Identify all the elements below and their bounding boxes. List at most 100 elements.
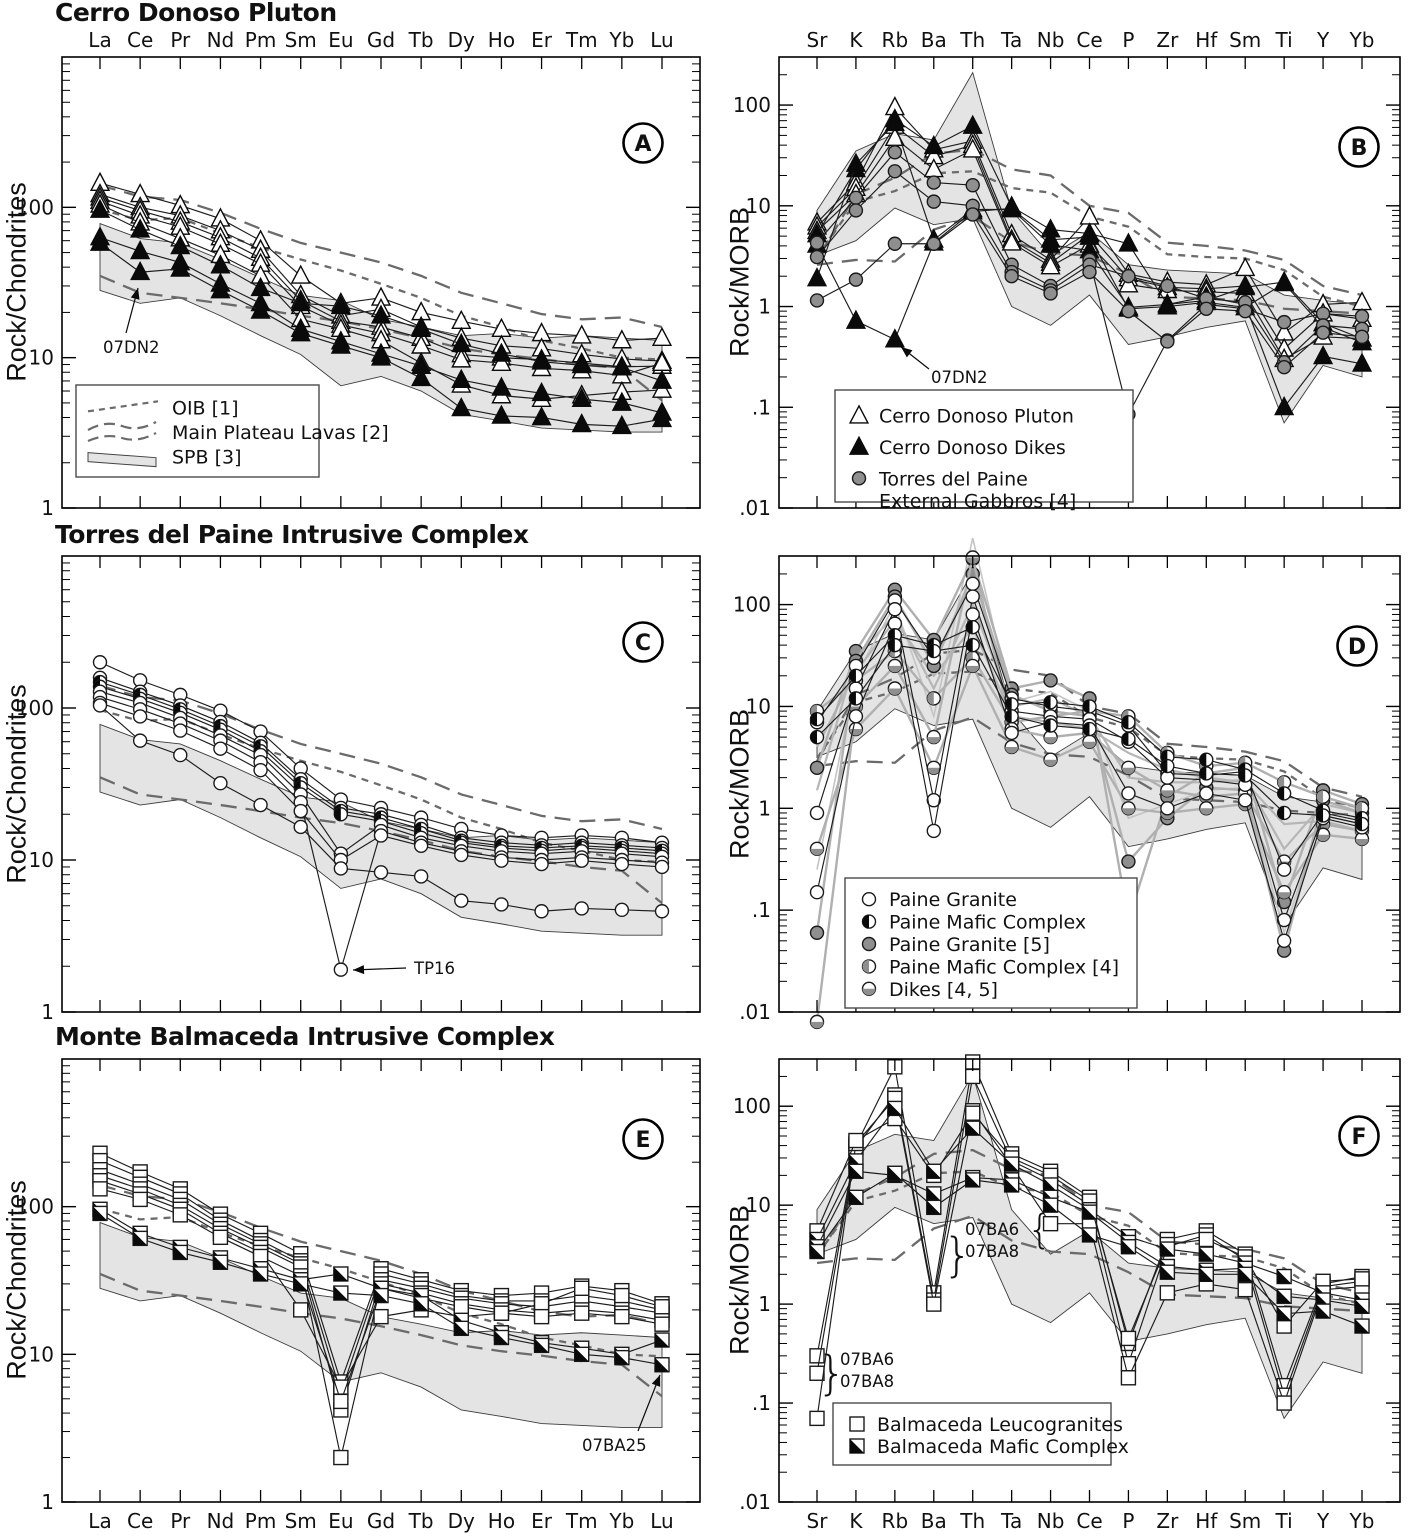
label: A xyxy=(634,132,651,157)
label: Ba xyxy=(921,1509,947,1533)
label: .1 xyxy=(752,898,771,922)
label: Ce xyxy=(1076,1509,1102,1533)
legend-panel-A: OIB [1] Main Plateau Lavas [2] SPB [3] xyxy=(75,384,389,478)
annotation-07ba25: 07BA25 xyxy=(582,1374,661,1455)
legend-label: Paine Granite xyxy=(889,889,1017,911)
legend-label: Cerro Donoso Pluton xyxy=(879,406,1074,428)
label: Sm xyxy=(285,1509,317,1533)
panel-F: .01 .1 1 10 100 Sr K Rb Ba Th Ta Nb Ce P Zr Hf Sm Ti Y Yb Ba… xyxy=(733,1054,1401,1533)
panel-E: 1 10 100 La Ce Pr Nd Pm Sm Eu Gd Tb Dy Ho Er Tm Yb Lu 07BA… xyxy=(16,1058,701,1533)
label: 100 xyxy=(733,93,771,117)
label: 07BA25 xyxy=(582,1436,647,1455)
annotation-brace: { xyxy=(1027,1207,1052,1253)
label: Zr xyxy=(1156,1509,1179,1533)
legend-label: SPB [3] xyxy=(172,447,242,469)
label: .01 xyxy=(739,496,771,520)
label: 07BA6 xyxy=(965,1220,1019,1239)
reference-line-2 xyxy=(99,1272,663,1398)
band-spb-3- xyxy=(816,1073,1363,1420)
label: Th xyxy=(959,28,985,52)
label: E xyxy=(635,1128,650,1153)
label: 1 xyxy=(758,1292,771,1316)
label: Dy xyxy=(448,1509,475,1533)
label: Ce xyxy=(1076,28,1102,52)
label: Pr xyxy=(170,28,191,52)
legend-label: Dikes [4, 5] xyxy=(889,979,998,1001)
reference-line-1 xyxy=(99,208,663,361)
label: 1 xyxy=(41,496,54,520)
label: Pm xyxy=(245,1509,277,1533)
label: Ho xyxy=(488,1509,515,1533)
panel-C: 1 10 100 TP16 C xyxy=(16,555,701,1024)
label: Tm xyxy=(565,28,598,52)
label: .1 xyxy=(752,395,771,419)
label: 10 xyxy=(746,694,771,718)
label: La xyxy=(88,1509,111,1533)
label: Pm xyxy=(245,28,277,52)
label: 1 xyxy=(758,295,771,319)
label: 100 xyxy=(16,195,54,219)
series-balmaceda-mafic-complex xyxy=(809,1165,1370,1334)
legend-label: Paine Granite [5] xyxy=(889,934,1050,956)
annotation-07ba6: 07BA6 xyxy=(840,1350,894,1369)
label: Er xyxy=(531,28,553,52)
label: K xyxy=(849,1509,863,1533)
reference-line-0 xyxy=(99,1183,663,1326)
label: P xyxy=(1122,1509,1134,1533)
label: Rb xyxy=(882,1509,909,1533)
label: Sm xyxy=(1229,1509,1261,1533)
label: Hf xyxy=(1195,28,1218,52)
annotation-07dn2: 07DN2 xyxy=(900,346,988,387)
label: Nd xyxy=(207,28,235,52)
panel-letter-A: A xyxy=(622,122,664,164)
reference-line-2 xyxy=(816,215,1363,315)
label: 100 xyxy=(733,1094,771,1118)
label: 100 xyxy=(16,1195,54,1219)
series-paine-granite xyxy=(92,698,670,919)
section-title-cerro-donoso: Cerro Donoso Pluton xyxy=(55,0,337,27)
panel-letter-C: C xyxy=(622,621,664,663)
label: 10 xyxy=(29,848,54,872)
label: Nd xyxy=(207,1509,235,1533)
label: } xyxy=(817,1346,846,1400)
label: Ta xyxy=(1000,1509,1022,1533)
label: Sr xyxy=(807,28,829,52)
panel-letter-F: F xyxy=(1338,1115,1380,1157)
label: Nb xyxy=(1037,1509,1065,1533)
legend-label: Balmaceda Leucogranites xyxy=(877,1414,1123,1436)
annotation-07ba8: 07BA8 xyxy=(840,1372,894,1391)
label: 10 xyxy=(746,194,771,218)
label: { xyxy=(1027,1207,1052,1253)
annotation-07dn2: 07DN2 xyxy=(103,287,160,357)
annotation-brace: } xyxy=(943,1228,972,1282)
label: La xyxy=(88,28,111,52)
label: Nb xyxy=(1037,28,1065,52)
label: 07BA8 xyxy=(965,1242,1019,1261)
label: Eu xyxy=(328,1509,353,1533)
label: 1 xyxy=(41,1000,54,1024)
panel-A: 1 10 100 La Ce Pr Nd Pm Sm Eu Gd Tb Dy Ho Er Tm Yb Lu OIB … xyxy=(16,28,701,520)
label: Gd xyxy=(367,28,395,52)
label: C xyxy=(635,631,651,656)
label: 07BA6 xyxy=(840,1350,894,1369)
label: 10 xyxy=(746,1193,771,1217)
label: Ti xyxy=(1275,28,1293,52)
legend-panel-B: Cerro Donoso Pluton Cerro Donoso Dikes Tor… xyxy=(834,389,1134,512)
label: P xyxy=(1122,28,1134,52)
label: Tb xyxy=(408,28,434,52)
series-paine-granite xyxy=(92,695,670,875)
annotation-brace: } xyxy=(817,1346,846,1400)
label: B xyxy=(1351,136,1368,161)
legend-label-line2: External Gabbros [4] xyxy=(879,490,1076,512)
series-paine-mafic-complex xyxy=(809,637,1370,832)
label: Lu xyxy=(650,1509,673,1533)
label: 100 xyxy=(733,593,771,617)
label: .1 xyxy=(752,1391,771,1415)
section-title-torres-del-paine: Torres del Paine Intrusive Complex xyxy=(55,520,529,549)
label: Pr xyxy=(170,1509,191,1533)
label: 07DN2 xyxy=(931,368,988,387)
label: Eu xyxy=(328,28,353,52)
reference-line-2 xyxy=(816,716,1363,817)
label: K xyxy=(849,28,863,52)
